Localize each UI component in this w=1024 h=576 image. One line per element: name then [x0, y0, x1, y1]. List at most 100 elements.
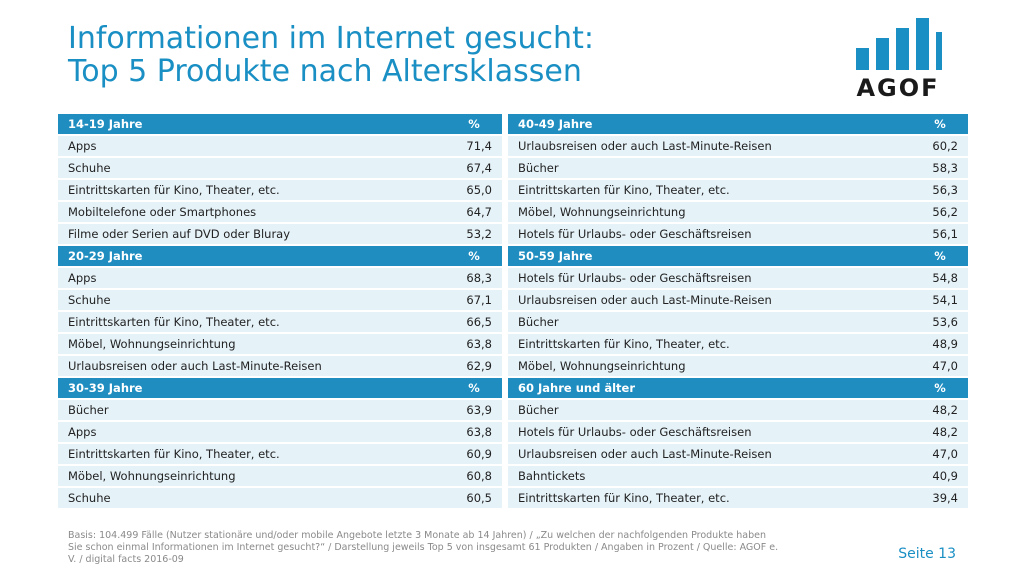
product-name: Schuhe [58, 488, 446, 510]
title-line-1: Informationen im Internet gesucht: [68, 21, 594, 56]
table-row: Filme oder Serien auf DVD oder Bluray 53,… [58, 224, 968, 246]
percent-value: 63,9 [446, 400, 502, 422]
column-gap [502, 356, 508, 378]
table-header-row: 14-19 Jahre% 40-49 Jahre% [58, 114, 968, 136]
percent-value: 64,7 [446, 202, 502, 224]
column-gap [502, 180, 508, 202]
product-name: Hotels für Urlaubs- oder Geschäftsreisen [508, 422, 912, 444]
column-gap [502, 268, 508, 290]
percent-value: 66,5 [446, 312, 502, 334]
column-gap [502, 378, 508, 400]
product-name: Bücher [508, 312, 912, 334]
column-gap [502, 246, 508, 268]
agof-logo: AGOF [852, 18, 944, 102]
percent-header: % [912, 246, 968, 268]
product-name: Apps [58, 422, 446, 444]
product-name: Möbel, Wohnungseinrichtung [508, 356, 912, 378]
table-row: Mobiltelefone oder Smartphones 64,7 Möbel,… [58, 202, 968, 224]
percent-value: 48,9 [912, 334, 968, 356]
product-name: Möbel, Wohnungseinrichtung [58, 466, 446, 488]
product-name: Bücher [508, 158, 912, 180]
percent-header: % [446, 378, 502, 400]
table-row: Apps 71,4 Urlaubsreisen oder auch Last-Min… [58, 136, 968, 158]
table-row: Möbel, Wohnungseinrichtung 63,8 Eintrittsk… [58, 334, 968, 356]
percent-value: 40,9 [912, 466, 968, 488]
table-row: Apps 63,8 Hotels für Urlaubs- oder Geschäf… [58, 422, 968, 444]
percent-value: 60,9 [446, 444, 502, 466]
age-group-label: 50-59 Jahre [508, 246, 912, 268]
table-header-row: 30-39 Jahre% 60 Jahre und älter% [58, 378, 968, 400]
percent-value: 67,1 [446, 290, 502, 312]
column-gap [502, 334, 508, 356]
page-title: Informationen im Internet gesucht: Top 5… [68, 22, 594, 88]
column-gap [502, 136, 508, 158]
percent-value: 48,2 [912, 400, 968, 422]
column-gap [502, 202, 508, 224]
product-name: Eintrittskarten für Kino, Theater, etc. [508, 334, 912, 356]
product-name: Bücher [508, 400, 912, 422]
percent-value: 62,9 [446, 356, 502, 378]
column-gap [502, 158, 508, 180]
product-name: Apps [58, 268, 446, 290]
percent-value: 63,8 [446, 422, 502, 444]
percent-value: 56,3 [912, 180, 968, 202]
column-gap [502, 114, 508, 136]
column-gap [502, 422, 508, 444]
table-row: Eintrittskarten für Kino, Theater, etc. 6… [58, 312, 968, 334]
footnote-line-3: V. / digital facts 2016-09 [68, 554, 184, 565]
product-name: Urlaubsreisen oder auch Last-Minute-Reis… [58, 356, 446, 378]
product-name: Möbel, Wohnungseinrichtung [508, 202, 912, 224]
page-number: Seite 13 [898, 546, 956, 562]
percent-value: 63,8 [446, 334, 502, 356]
percent-header: % [446, 114, 502, 136]
product-name: Hotels für Urlaubs- oder Geschäftsreisen [508, 268, 912, 290]
product-name: Mobiltelefone oder Smartphones [58, 202, 446, 224]
percent-header: % [446, 246, 502, 268]
column-gap [502, 290, 508, 312]
percent-value: 60,8 [446, 466, 502, 488]
column-gap [502, 400, 508, 422]
percent-value: 60,2 [912, 136, 968, 158]
product-name: Urlaubsreisen oder auch Last-Minute-Reis… [508, 136, 912, 158]
table-row: Urlaubsreisen oder auch Last-Minute-Reis… [58, 356, 968, 378]
percent-value: 71,4 [446, 136, 502, 158]
product-name: Eintrittskarten für Kino, Theater, etc. [508, 180, 912, 202]
age-group-label: 20-29 Jahre [58, 246, 446, 268]
percent-value: 54,1 [912, 290, 968, 312]
percent-value: 67,4 [446, 158, 502, 180]
percent-value: 53,6 [912, 312, 968, 334]
percent-value: 54,8 [912, 268, 968, 290]
percent-value: 53,2 [446, 224, 502, 246]
footnote: Basis: 104.499 Fälle (Nutzer stationäre … [68, 530, 828, 566]
bar-chart-logo-icon [856, 18, 942, 70]
table-row: Schuhe 67,1 Urlaubsreisen oder auch Last-M… [58, 290, 968, 312]
product-name: Urlaubsreisen oder auch Last-Minute-Reis… [508, 444, 912, 466]
product-name: Schuhe [58, 290, 446, 312]
table-row: Apps 68,3 Hotels für Urlaubs- oder Geschäf… [58, 268, 968, 290]
column-gap [502, 488, 508, 510]
product-name: Eintrittskarten für Kino, Theater, etc. [58, 312, 446, 334]
percent-value: 65,0 [446, 180, 502, 202]
product-name: Apps [58, 136, 446, 158]
percent-value: 47,0 [912, 356, 968, 378]
table-row: Schuhe 60,5 Eintrittskarten für Kino, Thea… [58, 488, 968, 510]
table-row: Bücher 63,9 Bücher 48,2 [58, 400, 968, 422]
table-row: Möbel, Wohnungseinrichtung 60,8 Bahnticket… [58, 466, 968, 488]
age-group-label: 30-39 Jahre [58, 378, 446, 400]
percent-header: % [912, 114, 968, 136]
product-name: Schuhe [58, 158, 446, 180]
product-name: Urlaubsreisen oder auch Last-Minute-Reis… [508, 290, 912, 312]
table-row: Eintrittskarten für Kino, Theater, etc. 6… [58, 180, 968, 202]
product-name: Eintrittskarten für Kino, Theater, etc. [508, 488, 912, 510]
percent-value: 47,0 [912, 444, 968, 466]
percent-value: 48,2 [912, 422, 968, 444]
product-name: Filme oder Serien auf DVD oder Bluray [58, 224, 446, 246]
footnote-line-2: Sie schon einmal Informationen im Intern… [68, 542, 779, 553]
age-group-label: 14-19 Jahre [58, 114, 446, 136]
product-name: Möbel, Wohnungseinrichtung [58, 334, 446, 356]
column-gap [502, 224, 508, 246]
product-name: Eintrittskarten für Kino, Theater, etc. [58, 180, 446, 202]
percent-value: 39,4 [912, 488, 968, 510]
product-name: Eintrittskarten für Kino, Theater, etc. [58, 444, 446, 466]
percent-value: 58,3 [912, 158, 968, 180]
